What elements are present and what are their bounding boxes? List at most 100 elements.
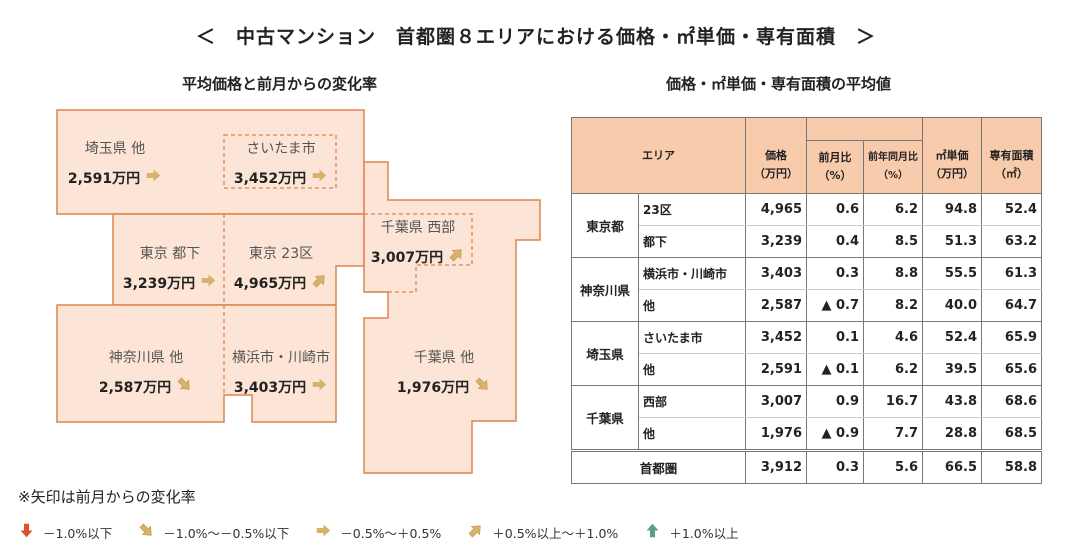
value-cell: 5.6: [863, 449, 923, 484]
map-area-label: 横浜市・川崎市 3,403万円: [201, 347, 361, 397]
area-name: 埼玉県 他: [84, 141, 146, 157]
table-subtitle: 価格・㎡単価・専有面積の平均値: [666, 75, 892, 93]
map-area-label: 埼玉県 他 2,591万円: [35, 138, 195, 188]
map-subtitle: 平均価格と前月からの変化率: [182, 75, 378, 93]
value-cell: 61.3: [981, 257, 1042, 290]
value-cell: 55.5: [922, 257, 982, 290]
arrow-down-right-icon: [176, 376, 193, 397]
arrow-note: ※矢印は前月からの変化率: [18, 488, 196, 506]
header-area: エリア: [571, 117, 746, 194]
value-cell: 65.6: [981, 353, 1042, 386]
value-cell: 52.4: [922, 321, 982, 354]
value-cell: 52.4: [981, 193, 1042, 226]
pref-cell: 神奈川県: [571, 257, 639, 322]
table-row: 他 2,591 ▲ 0.1 6.2 39.5 65.6: [572, 353, 1042, 386]
table-row: 神奈川県 横浜市・川崎市 3,403 0.3 8.8 55.5 61.3: [571, 257, 1042, 322]
total-row: 首都圏 3,912 0.3 5.6 66.5 58.8: [571, 449, 1042, 484]
legend-item: ＋0.5%以上～＋1.0%: [467, 522, 618, 542]
legend-label: ＋1.0%以上: [669, 525, 739, 541]
value-cell: 4,965: [745, 193, 807, 226]
area-price: 3,403万円: [233, 379, 307, 396]
value-cell: 65.9: [981, 321, 1042, 354]
table-row: 東京都 23区 4,965 0.6 6.2 94.8 52.4: [571, 193, 1042, 258]
value-cell: 66.5: [922, 449, 982, 484]
value-cell: 0.4: [806, 225, 864, 258]
value-cell: 7.7: [863, 417, 923, 451]
arrow-down-icon: [18, 522, 35, 542]
region-chiba: [363, 161, 541, 474]
legend-label: －1.0%～－0.5%以下: [163, 525, 290, 541]
value-cell: 0.1: [806, 321, 864, 354]
total-label: 首都圏: [571, 449, 746, 484]
area-name: さいたま市: [246, 141, 316, 157]
value-cell: 94.8: [922, 193, 982, 226]
legend-label: ＋0.5%以上～＋1.0%: [492, 525, 619, 541]
value-cell: 68.5: [981, 417, 1042, 451]
value-cell: 6.2: [863, 193, 923, 226]
table-row: 他 2,587 ▲ 0.7 8.2 40.0 64.7: [572, 289, 1042, 322]
value-cell: 1,976: [745, 417, 807, 451]
arrow-up-right-icon: [311, 272, 328, 293]
page-title: ＜ 中古マンション 首都圏８エリアにおける価格・㎡単価・専有面積 ＞: [195, 26, 876, 48]
header-blank: [806, 117, 923, 141]
arrow-down-right-icon: [474, 376, 491, 397]
map-area-label: 千葉県 西部 3,007万円: [338, 217, 498, 267]
map-area-label: 神奈川県 他 2,587万円: [66, 347, 226, 397]
value-cell: ▲ 0.9: [806, 417, 864, 451]
area-name: 千葉県 西部: [380, 220, 456, 236]
area-price: 3,452万円: [233, 170, 307, 187]
value-cell: 3,007: [745, 385, 807, 418]
value-cell: 3,239: [745, 225, 807, 258]
legend-item: －1.0%以下: [18, 522, 112, 542]
area-name: 東京 23区: [248, 246, 314, 262]
subarea-cell: 他: [638, 289, 746, 322]
value-cell: 2,591: [745, 353, 807, 386]
price-table: エリア 価格 （万円） ㎡単価 （万円） 専有面積 （㎡） 前月比 （%） 前年同月比（…: [571, 117, 1042, 484]
subarea-cell: 他: [638, 353, 746, 386]
subarea-cell: 都下: [638, 225, 746, 258]
area-name: 千葉県 他: [413, 350, 475, 366]
legend-label: －0.5%～＋0.5%: [340, 525, 442, 541]
area-name: 神奈川県 他: [108, 350, 184, 366]
value-cell: 28.8: [922, 417, 982, 451]
subarea-cell: 横浜市・川崎市: [638, 257, 746, 290]
value-cell: 0.3: [806, 257, 864, 290]
value-cell: 68.6: [981, 385, 1042, 418]
arrow-up-icon: [644, 522, 661, 542]
value-cell: 0.6: [806, 193, 864, 226]
area-price: 3,239万円: [122, 275, 196, 292]
value-cell: 43.8: [922, 385, 982, 418]
pref-cell: 東京都: [571, 193, 639, 258]
arrow-right-icon: [200, 272, 217, 293]
table-row: 他 1,976 ▲ 0.9 7.7 28.8 68.5: [572, 417, 1042, 451]
legend-item: －0.5%～＋0.5%: [315, 522, 441, 542]
value-cell: 6.2: [863, 353, 923, 386]
area-price: 2,591万円: [67, 170, 141, 187]
value-cell: 3,452: [745, 321, 807, 354]
area-price: 3,007万円: [370, 249, 444, 266]
value-cell: 58.8: [981, 449, 1042, 484]
arrow-down-right-icon: [138, 522, 155, 542]
value-cell: ▲ 0.1: [806, 353, 864, 386]
legend: －1.0%以下 －1.0%～－0.5%以下 －0.5%～＋0.5% ＋0.5%以上～＋…: [18, 522, 765, 542]
value-cell: 3,912: [745, 449, 807, 484]
subarea-cell: さいたま市: [638, 321, 746, 354]
area-map: [56, 109, 541, 474]
value-cell: 64.7: [981, 289, 1042, 322]
map-area-label: 東京 23区 4,965万円: [201, 243, 361, 293]
map-area-label: 東京 都下 3,239万円: [90, 243, 250, 293]
legend-item: ＋1.0%以上: [644, 522, 739, 542]
legend-item: －1.0%～－0.5%以下: [138, 522, 289, 542]
table-row: 千葉県 西部 3,007 0.9 16.7 43.8 68.6: [571, 385, 1042, 451]
value-cell: 8.2: [863, 289, 923, 322]
saitama-city-boundary: [223, 134, 337, 189]
value-cell: 16.7: [863, 385, 923, 418]
header-size: 専有面積 （㎡）: [981, 117, 1042, 194]
value-cell: 2,587: [745, 289, 807, 322]
subarea-cell: 23区: [638, 193, 746, 226]
table-row: 埼玉県 さいたま市 3,452 0.1 4.6 52.4 65.9: [571, 321, 1042, 386]
arrow-right-icon: [315, 522, 332, 542]
value-cell: 51.3: [922, 225, 982, 258]
area-price: 1,976万円: [396, 379, 470, 396]
